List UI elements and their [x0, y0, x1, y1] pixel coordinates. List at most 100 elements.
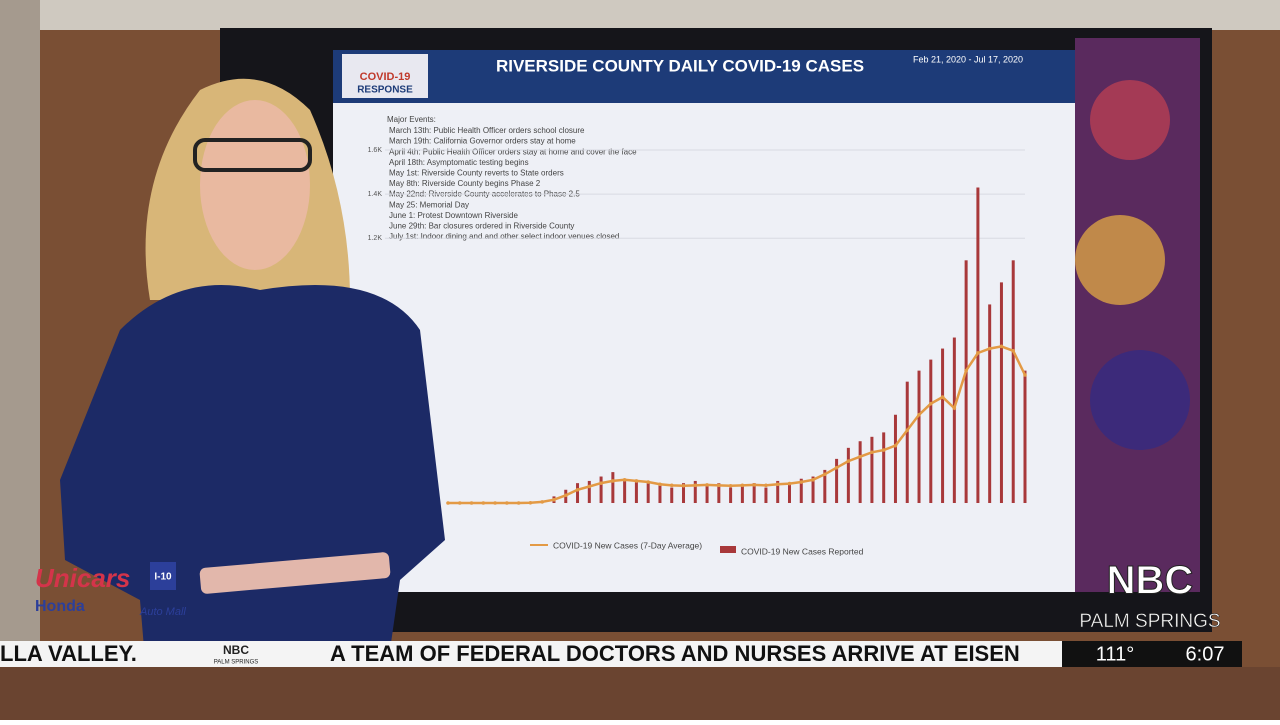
bar — [941, 349, 944, 503]
avg-point — [588, 485, 592, 489]
bar — [965, 260, 968, 503]
bar — [906, 382, 909, 503]
bar — [576, 483, 579, 503]
bar — [929, 360, 932, 503]
station-city: PALM SPRINGS — [1079, 611, 1220, 632]
sponsor-name: Unicars — [35, 563, 130, 593]
event: March 19th: California Governor orders s… — [389, 137, 576, 146]
avg-point — [823, 473, 827, 477]
avg-point — [611, 479, 615, 483]
event: March 13th: Public Health Officer orders… — [389, 126, 585, 135]
bar — [670, 488, 673, 503]
bar — [788, 483, 791, 503]
avg-point — [505, 501, 509, 505]
bar — [741, 485, 744, 503]
avg-point — [482, 501, 486, 505]
avg-point — [764, 484, 768, 488]
chart-title: RIVERSIDE COUNTY DAILY COVID-19 CASES — [496, 56, 864, 75]
avg-point — [635, 479, 639, 483]
event: May 1st: Riverside County reverts to Sta… — [389, 169, 564, 178]
event: April 4th: Public Health Officer orders … — [389, 147, 637, 156]
avg-point — [517, 501, 521, 505]
bar-legend-swatch — [720, 546, 736, 553]
legend-label: COVID-19 New Cases Reported — [741, 546, 864, 556]
avg-point — [953, 406, 957, 410]
event: April 18th: Asymptomatic testing begins — [389, 158, 529, 167]
avg-point — [1011, 349, 1015, 353]
avg-point — [847, 459, 851, 463]
avg-point — [752, 483, 756, 487]
avg-point — [858, 455, 862, 459]
bar — [870, 437, 873, 503]
decor — [1090, 80, 1170, 160]
event: May 8th: Riverside County begins Phase 2 — [389, 179, 541, 188]
bar — [976, 188, 979, 503]
avg-point — [446, 501, 450, 505]
avg-point — [741, 484, 745, 488]
avg-point — [905, 428, 909, 432]
bar — [918, 371, 921, 503]
bar — [729, 488, 732, 503]
avg-point — [705, 483, 709, 487]
pillar — [0, 0, 40, 720]
decor — [1075, 215, 1165, 305]
avg-point — [894, 444, 898, 448]
ticker-brand-sub: PALM SPRINGS — [214, 660, 259, 666]
bar — [882, 432, 885, 503]
avg-point — [599, 481, 603, 485]
bar — [658, 485, 661, 503]
avg-point — [811, 478, 815, 482]
avg-point — [646, 480, 650, 484]
avg-point — [623, 478, 627, 482]
avg-point — [552, 498, 556, 502]
avg-point — [693, 484, 697, 488]
bar — [764, 488, 767, 503]
time: 6:07 — [1186, 643, 1225, 665]
event: June 1: Protest Downtown Riverside — [389, 211, 519, 220]
avg-point — [458, 501, 462, 505]
avg-point — [799, 480, 803, 484]
avg-point — [576, 488, 580, 492]
avg-point — [835, 466, 839, 470]
y-tick-label: 1.4K — [368, 191, 383, 198]
bar — [847, 448, 850, 503]
avg-point — [682, 484, 686, 488]
bar — [1000, 282, 1003, 503]
event: July 1st: Indoor dining and and other se… — [389, 232, 619, 241]
y-tick-label: 1.2K — [368, 235, 383, 242]
avg-point — [529, 501, 533, 505]
ticker-headline: A TEAM OF FEDERAL DOCTORS AND NURSES ARR… — [330, 641, 1020, 666]
sponsor-route: I-10 — [154, 572, 172, 583]
bar — [600, 477, 603, 503]
avg-point — [717, 484, 721, 488]
bar — [635, 481, 638, 503]
avg-point — [941, 395, 945, 399]
ticker-left: LLA VALLEY. — [0, 641, 137, 666]
avg-point — [1023, 373, 1027, 377]
avg-point — [917, 413, 921, 417]
avg-point — [929, 402, 933, 406]
y-tick-label: 1.6K — [368, 147, 383, 154]
avg-point — [988, 347, 992, 351]
logo-text: COVID-19 — [360, 71, 411, 83]
bar — [988, 304, 991, 503]
avg-point — [870, 450, 874, 454]
ticker-brand: NBC — [223, 643, 249, 657]
face — [200, 100, 310, 270]
avg-point — [788, 482, 792, 486]
bar — [611, 472, 614, 503]
bar — [647, 483, 650, 503]
avg-point — [882, 448, 886, 452]
avg-point — [670, 484, 674, 488]
avg-point — [470, 501, 474, 505]
bar — [623, 479, 626, 503]
avg-point — [540, 500, 544, 504]
avg-point — [964, 369, 968, 373]
bar — [588, 481, 591, 503]
event: May 25: Memorial Day — [389, 200, 469, 209]
temperature: 111° — [1096, 643, 1134, 665]
avg-point — [976, 351, 980, 355]
event: June 29th: Bar closures ordered in River… — [389, 222, 574, 231]
avg-point — [564, 493, 568, 497]
avg-point — [729, 484, 733, 488]
